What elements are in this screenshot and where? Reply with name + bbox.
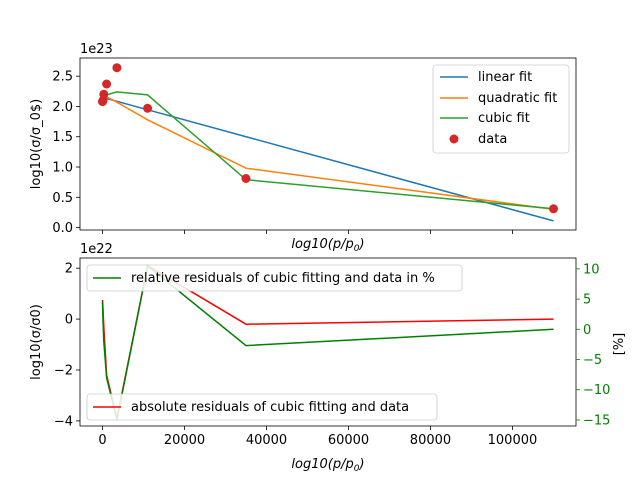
y-tick-label: −2 xyxy=(54,364,73,379)
y2-tick-label: −5 xyxy=(583,353,602,368)
legend-swatch-data xyxy=(449,134,459,144)
legend-box-relative xyxy=(86,264,463,292)
y-tick-label: 2.0 xyxy=(52,100,73,115)
x-tick-label: 100000 xyxy=(488,433,538,448)
bottom-offset-label: 1e22 xyxy=(80,242,113,257)
data-point xyxy=(549,204,558,214)
data-point xyxy=(112,63,122,73)
top-ylabel: log10(σ/σ_0$) xyxy=(29,99,44,189)
top-axes-frame xyxy=(79,57,577,231)
y2-tick-label: 5 xyxy=(583,293,591,308)
legend-label-data: data xyxy=(478,132,507,147)
y-tick-label: 2.5 xyxy=(52,70,73,85)
y2-tick-label: −10 xyxy=(583,383,610,398)
y2-tick-label: −15 xyxy=(583,413,610,428)
y-tick-label: −4 xyxy=(54,414,73,429)
x-tick-label: 40000 xyxy=(246,433,287,448)
x-tick-label: 60000 xyxy=(328,433,369,448)
legend-label-absolute: absolute residuals of cubic fitting and … xyxy=(131,400,409,415)
data-point xyxy=(102,79,112,89)
bottom-x-ticks: 0 20000 40000 60000 80000 100000 xyxy=(98,426,537,448)
bottom-legend-relative: relative residuals of cubic fitting and … xyxy=(86,264,463,292)
y2-tick-label: 10 xyxy=(583,262,600,277)
bottom-y2label: [%] xyxy=(612,333,627,356)
data-point xyxy=(143,103,153,113)
x-tick-label: 20000 xyxy=(164,433,205,448)
data-point xyxy=(99,89,109,99)
top-offset-label: 1e23 xyxy=(80,42,113,57)
bottom-ylabel: log10(σ/σ0) xyxy=(29,304,44,380)
bottom-axes-frame xyxy=(79,257,577,427)
y-tick-label: 2 xyxy=(65,262,73,277)
legend-label-linear: linear fit xyxy=(478,70,532,85)
y-tick-label: 0 xyxy=(65,313,73,328)
legend-label-relative: relative residuals of cubic fitting and … xyxy=(131,271,435,286)
bottom-xlabel: log10(p/p0) xyxy=(291,457,364,474)
bottom-y-ticks: −4 −2 0 2 xyxy=(54,262,80,429)
legend-label-quadratic: quadratic fit xyxy=(478,91,557,106)
top-panel: 0.0 0.5 1.0 1.5 2.0 2.5 1e23 log10(p/p0) log1… xyxy=(29,42,577,254)
top-legend-box xyxy=(432,64,570,154)
data-point xyxy=(241,174,251,183)
y-tick-label: 1.0 xyxy=(52,161,73,176)
y-tick-label: 1.5 xyxy=(52,130,73,145)
y-tick-label: 0.5 xyxy=(52,191,73,206)
legend-label-cubic: cubic fit xyxy=(478,111,530,126)
top-plot-area xyxy=(98,63,558,222)
y-tick-label: 0.0 xyxy=(52,221,73,236)
series-line-linear-fit xyxy=(102,96,554,222)
top-legend: linear fit quadratic fit cubic fit data xyxy=(432,64,570,154)
bottom-panel: −4 −2 0 2 −15 −10 −5 0 5 10 0 20000 40000 60000 8000… xyxy=(29,242,627,474)
bottom-legend-absolute: absolute residuals of cubic fitting and … xyxy=(86,393,438,421)
y2-tick-label: 0 xyxy=(583,323,591,338)
legend-box-absolute xyxy=(86,393,438,421)
bottom-y2-ticks: −15 −10 −5 0 5 10 xyxy=(576,262,610,428)
top-xlabel: log10(p/p0) xyxy=(291,237,364,254)
x-tick-label: 0 xyxy=(98,433,106,448)
top-x-ticks xyxy=(102,230,513,234)
top-y-ticks: 0.0 0.5 1.0 1.5 2.0 2.5 xyxy=(52,70,80,236)
x-tick-label: 80000 xyxy=(410,433,451,448)
